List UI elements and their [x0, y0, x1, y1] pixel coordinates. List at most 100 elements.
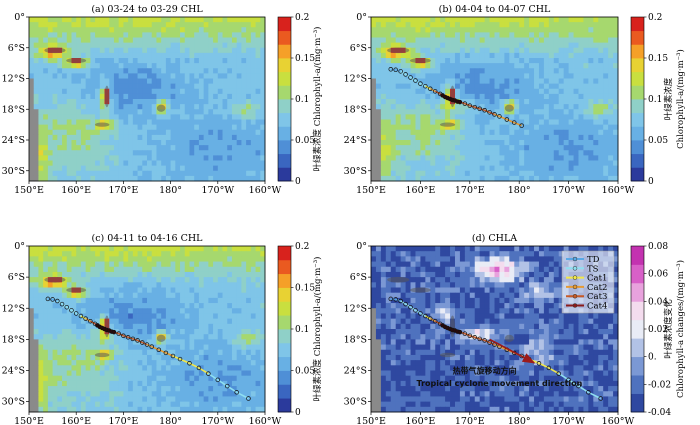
track-point [413, 78, 418, 83]
map-frame [28, 16, 266, 182]
island-shape [387, 47, 410, 54]
track-point [135, 338, 140, 343]
track-segment [484, 109, 490, 114]
colorbar-tick-label: 0.05 [295, 136, 315, 146]
y-tick-label: 18°S [2, 334, 25, 345]
panel-title: (b) 04-04 to 04-07 CHL [439, 4, 551, 15]
map-frame [370, 16, 619, 182]
track-point [462, 101, 468, 106]
track-segment [434, 90, 441, 95]
colorbar-step [631, 301, 644, 321]
track-segment [464, 102, 471, 107]
track-point [196, 365, 202, 371]
track-segment [429, 88, 436, 93]
track-point [177, 356, 183, 362]
y-tick-label: 6°S [350, 272, 367, 283]
track-point [432, 89, 438, 94]
colorbar-step [278, 370, 291, 385]
track-segment [587, 391, 602, 400]
track-point [121, 333, 126, 338]
legend-label: Cat4 [587, 302, 607, 312]
legend-marker [572, 275, 578, 280]
track-segment [424, 85, 431, 90]
colorbar-step [631, 112, 644, 127]
map-panel-c: (c) 04-11 to 04-16 CHL 150°E 160°E 170°E 180… [2, 233, 282, 425]
colorbar-step [631, 99, 644, 114]
cyclone-track [388, 296, 603, 401]
colorbar-step [278, 287, 291, 302]
y-tick-label: 30°S [2, 166, 25, 177]
track-point [149, 344, 154, 349]
colorbar-tick-label: -0.02 [648, 380, 671, 390]
island-shape [439, 352, 456, 358]
track-segment [127, 336, 134, 340]
track-point [130, 336, 136, 342]
track-point [472, 104, 477, 110]
x-tick-label: 180° [508, 416, 531, 425]
track-segment [479, 107, 485, 112]
x-tick-label: 160°E [405, 185, 435, 196]
y-tick-label: 12°S [2, 303, 25, 314]
island-shape [439, 122, 456, 127]
colorbar-step [278, 153, 291, 168]
colorbar-step [278, 259, 291, 275]
colorbar-step [278, 112, 291, 127]
colorbar-step [278, 273, 291, 288]
x-tick-label: 150°E [14, 185, 44, 196]
track-point [144, 342, 150, 347]
x-tick-label: 170°E [455, 416, 485, 425]
x-tick-label: 150°E [356, 416, 386, 425]
track-segment [415, 309, 421, 315]
track-segment [85, 317, 91, 322]
colorbar-step [631, 30, 644, 45]
track-segment [506, 118, 515, 124]
colorbar-step [631, 85, 644, 100]
track-point [64, 304, 70, 310]
island-shape [66, 58, 87, 64]
track-segment [390, 68, 396, 71]
colorbar-tick-label: 0.08 [648, 242, 668, 252]
track-segment [434, 320, 441, 325]
track-segment [56, 300, 63, 305]
colorbar-step [631, 44, 644, 59]
track-point [556, 371, 561, 376]
colorbar-step [278, 58, 291, 73]
track-point [408, 75, 413, 80]
x-tick-label: 150°E [14, 416, 44, 425]
colorbar-label: 叶绿素浓度 Chlorophyll-a/(mg·m⁻³) [312, 257, 323, 402]
track-segment [429, 317, 436, 322]
track-point [393, 67, 398, 73]
track-segment [71, 309, 77, 315]
track-segment [415, 79, 421, 85]
colorbar-step [631, 393, 644, 413]
colorbar-tick-label: 0.02 [648, 325, 668, 335]
y-tick-label: 24°S [2, 366, 25, 377]
y-tick-label: 24°S [344, 366, 367, 377]
colorbar-label-en: Chlorophyll-a changes/(mg·m⁻³) [675, 260, 686, 398]
island-shape [94, 122, 110, 127]
colorbar-label-cn: 叶绿素浓度变化 [663, 299, 674, 359]
y-tick-label: 0° [14, 12, 25, 23]
chlorophyll-field [371, 17, 619, 182]
island-shape [156, 334, 166, 342]
map-frame [28, 245, 266, 413]
track-point [73, 311, 79, 316]
colorbar-step [278, 246, 291, 261]
x-tick-label: 160°E [61, 416, 91, 425]
island-shape [410, 287, 431, 293]
track-point [477, 106, 482, 111]
track-segment [158, 349, 167, 354]
y-tick-label: 18°S [2, 104, 25, 115]
colorbar-tick-label: 0.05 [648, 136, 668, 146]
island-shape [44, 276, 66, 283]
cyclone-track [45, 296, 251, 401]
track-segment [172, 355, 181, 360]
colorbar-step [631, 356, 644, 376]
track-point [457, 99, 463, 105]
track-point [428, 316, 433, 321]
legend-marker [572, 256, 578, 262]
track-segment [484, 339, 490, 344]
track-point [69, 308, 74, 313]
track-segment [151, 345, 160, 351]
track-point [215, 377, 221, 383]
